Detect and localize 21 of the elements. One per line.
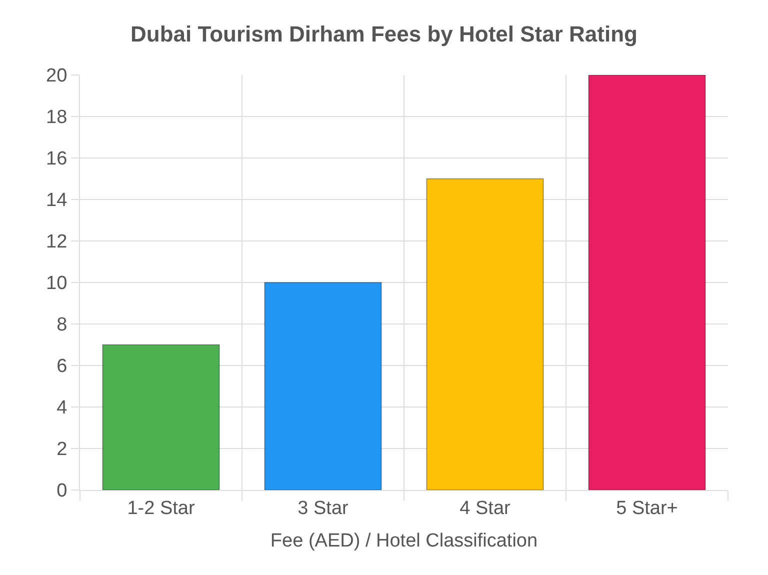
y-tick-label: 14 [46,190,68,212]
y-tick-label: 2 [56,439,68,460]
x-tick-label: 4 Star [460,498,512,519]
x-tick-label: 3 Star [298,498,350,519]
bar [264,282,382,490]
y-tick-label: 8 [56,314,68,336]
y-tick-label: 0 [56,480,68,502]
y-tick-label: 6 [56,356,68,378]
bar [588,75,706,490]
x-tick-label: 1-2 Star [127,498,196,519]
y-tick-label: 12 [46,232,68,253]
y-tick-label: 20 [46,66,68,87]
x-tick-label: 5 Star+ [616,498,678,519]
bar [426,178,544,490]
y-tick-label: 10 [46,273,68,294]
y-tick-label: 18 [46,107,68,128]
bar [102,344,220,490]
x-axis-title: Fee (AED) / Hotel Classification [270,530,538,552]
y-tick-label: 4 [56,398,68,419]
y-tick-label: 16 [46,148,68,170]
chart-title: Dubai Tourism Dirham Fees by Hotel Star Rating [130,21,638,46]
